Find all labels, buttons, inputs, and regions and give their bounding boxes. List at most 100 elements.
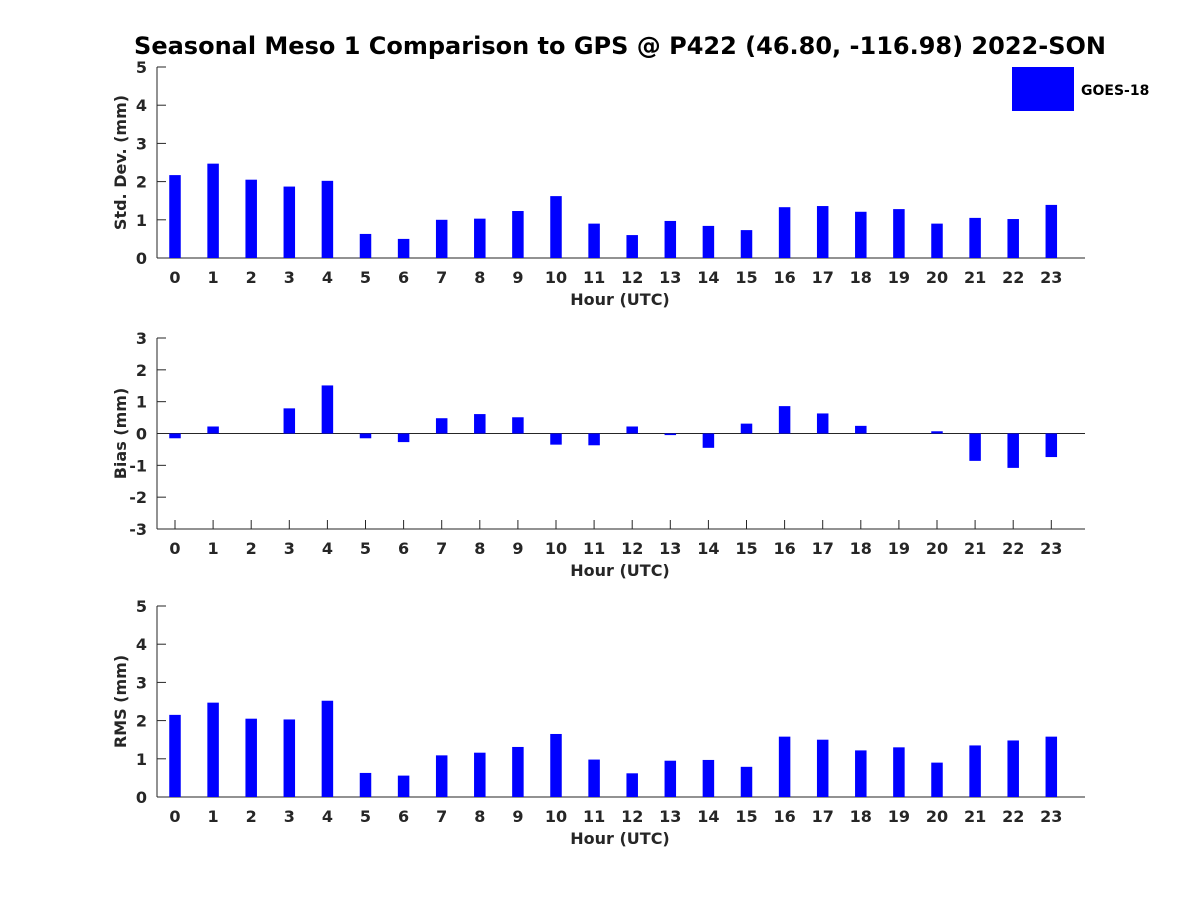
y-tick-label: 1 <box>136 211 147 230</box>
bar-hour-7 <box>435 755 448 797</box>
bar-hour-0 <box>169 714 181 797</box>
x-tick-label: 6 <box>398 807 409 826</box>
bar-hour-1 <box>207 163 219 258</box>
x-tick-label: 16 <box>773 807 795 826</box>
x-tick-label: 1 <box>208 268 219 287</box>
bar-hour-16 <box>778 406 791 434</box>
bar-hour-20 <box>931 223 943 258</box>
x-tick-label: 4 <box>322 268 333 287</box>
y-tick-label: 5 <box>136 58 147 77</box>
bar-hour-12 <box>626 235 638 258</box>
bar-hour-15 <box>740 766 753 797</box>
bar-hour-3 <box>283 186 296 258</box>
y-tick-label: 5 <box>136 597 147 616</box>
x-tick-label: 9 <box>512 539 523 558</box>
y-tick-label: 0 <box>136 425 147 444</box>
y-tick-label: 3 <box>136 134 147 153</box>
y-tick-label: 3 <box>136 673 147 692</box>
bar-hour-10 <box>550 433 562 445</box>
bar-hour-18 <box>855 211 867 258</box>
bar-hour-3 <box>283 719 296 797</box>
bar-hour-1 <box>207 702 219 797</box>
chart-title: Seasonal Meso 1 Comparison to GPS @ P422… <box>134 32 1106 60</box>
x-axis-label: Hour (UTC) <box>570 561 670 580</box>
x-tick-label: 7 <box>436 807 447 826</box>
x-tick-label: 5 <box>360 268 371 287</box>
legend: GOES-18 <box>1012 67 1149 111</box>
bar-hour-14 <box>702 225 715 258</box>
x-tick-label: 2 <box>246 807 257 826</box>
bar-hour-14 <box>702 759 715 797</box>
x-tick-label: 11 <box>583 268 605 287</box>
x-tick-label: 12 <box>621 807 643 826</box>
bar-hour-10 <box>550 196 562 258</box>
bar-hour-23 <box>1045 736 1058 797</box>
x-tick-label: 0 <box>169 539 180 558</box>
x-tick-label: 2 <box>246 268 257 287</box>
x-tick-label: 17 <box>812 539 834 558</box>
bar-hour-13 <box>664 433 677 436</box>
y-tick-label: 1 <box>136 393 147 412</box>
x-tick-label: 5 <box>360 807 371 826</box>
bar-hour-9 <box>512 211 524 258</box>
x-tick-label: 5 <box>360 539 371 558</box>
y-tick-label: 2 <box>136 712 147 731</box>
x-tick-label: 14 <box>697 268 719 287</box>
x-tick-label: 14 <box>697 539 719 558</box>
bar-hour-3 <box>283 408 296 434</box>
bar-hour-11 <box>588 759 600 797</box>
bar-hour-18 <box>855 425 867 434</box>
x-tick-label: 21 <box>964 268 986 287</box>
x-tick-label: 9 <box>512 268 523 287</box>
x-tick-label: 7 <box>436 268 447 287</box>
x-tick-label: 21 <box>964 807 986 826</box>
bar-hour-4 <box>321 385 334 434</box>
bar-hour-17 <box>816 413 829 434</box>
bar-hour-23 <box>1045 204 1058 258</box>
y-tick-label: 4 <box>136 96 147 115</box>
x-tick-label: 10 <box>545 807 567 826</box>
bar-hour-17 <box>816 739 829 797</box>
x-tick-label: 21 <box>964 539 986 558</box>
x-tick-label: 11 <box>583 807 605 826</box>
x-tick-label: 0 <box>169 807 180 826</box>
y-tick-label: 4 <box>136 635 147 654</box>
bar-hour-8 <box>474 414 486 434</box>
bar-hour-12 <box>626 426 638 434</box>
legend-label: GOES-18 <box>1081 83 1149 99</box>
bar-hour-2 <box>245 179 257 258</box>
x-tick-label: 15 <box>735 807 757 826</box>
x-tick-label: 22 <box>1002 539 1024 558</box>
x-tick-label: 23 <box>1040 807 1062 826</box>
bar-hour-7 <box>435 418 448 434</box>
x-tick-label: 1 <box>208 539 219 558</box>
x-tick-label: 6 <box>398 268 409 287</box>
bar-hour-17 <box>816 206 829 258</box>
x-tick-label: 19 <box>888 539 910 558</box>
bar-hour-0 <box>169 433 181 439</box>
x-tick-label: 17 <box>812 268 834 287</box>
bar-hour-6 <box>397 238 410 258</box>
x-tick-label: 16 <box>773 268 795 287</box>
bar-hour-22 <box>1007 219 1019 258</box>
y-tick-label: -1 <box>129 456 147 475</box>
x-tick-label: 23 <box>1040 268 1062 287</box>
bar-hour-6 <box>397 775 410 797</box>
bar-hour-21 <box>969 433 981 461</box>
bar-hour-5 <box>359 233 372 258</box>
bar-hour-22 <box>1007 740 1019 797</box>
x-tick-label: 13 <box>659 807 681 826</box>
bar-hour-19 <box>893 747 905 797</box>
x-tick-label: 7 <box>436 539 447 558</box>
y-tick-label: 1 <box>136 750 147 769</box>
bar-hour-5 <box>359 772 372 797</box>
y-tick-label: 3 <box>136 329 147 348</box>
x-tick-label: 20 <box>926 807 948 826</box>
y-tick-label: 2 <box>136 173 147 192</box>
bar-hour-4 <box>321 700 334 797</box>
bar-hour-11 <box>588 433 600 446</box>
